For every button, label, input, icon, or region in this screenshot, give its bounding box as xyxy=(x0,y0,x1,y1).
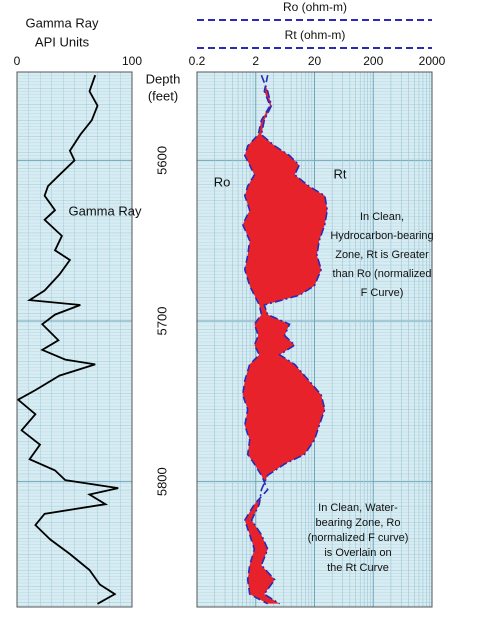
gamma-frame xyxy=(16,71,133,608)
annotation: is Overlain on xyxy=(324,547,391,559)
annotation: In Clean, xyxy=(360,211,404,223)
annotation: the Rt Curve xyxy=(327,562,389,574)
curve-label: Gamma Ray xyxy=(69,203,142,218)
curve-label: Ro xyxy=(214,174,231,189)
y-tick-label: 5700 xyxy=(154,307,169,336)
hydrocarbon-fill xyxy=(242,75,328,604)
x-tick-label: 0.2 xyxy=(189,54,206,68)
annotation: Hydrocarbon-bearing xyxy=(330,230,433,242)
annotation: F Curve) xyxy=(361,287,404,299)
gamma-vgrid xyxy=(17,72,132,607)
resistivity-frame xyxy=(196,71,433,608)
annotation: bearing Zone, Ro xyxy=(316,517,401,529)
curve-label: Rt xyxy=(334,166,347,181)
x-tick-label: 2 xyxy=(252,54,259,68)
x-tick-label: 200 xyxy=(363,54,383,68)
y-axis-label: (feet) xyxy=(148,88,178,103)
x-tick-label: 20 xyxy=(308,54,322,68)
annotation: (normalized F curve) xyxy=(308,532,409,544)
y-tick-label: 5800 xyxy=(154,467,169,496)
annotation: than Ro (normalized xyxy=(332,268,431,280)
annotation: Zone, Rt is Greater xyxy=(335,249,429,261)
annotation: In Clean, Water- xyxy=(318,502,398,514)
log-curve xyxy=(250,74,329,605)
chart-subtitle: API Units xyxy=(35,34,90,49)
y-tick-label: 5600 xyxy=(154,146,169,175)
chart-title: Gamma Ray xyxy=(26,15,99,30)
marks xyxy=(16,74,329,605)
y-axis-label: Depth xyxy=(146,71,181,86)
x-tick-label: 100 xyxy=(122,54,142,68)
log-curve xyxy=(16,74,119,605)
x-tick-label: 2000 xyxy=(419,54,446,68)
log-curve xyxy=(241,75,271,605)
x-tick-label: 0 xyxy=(14,54,21,68)
legend-label: Rt (ohm-m) xyxy=(285,28,346,42)
legend-label: Ro (ohm-m) xyxy=(283,0,347,14)
